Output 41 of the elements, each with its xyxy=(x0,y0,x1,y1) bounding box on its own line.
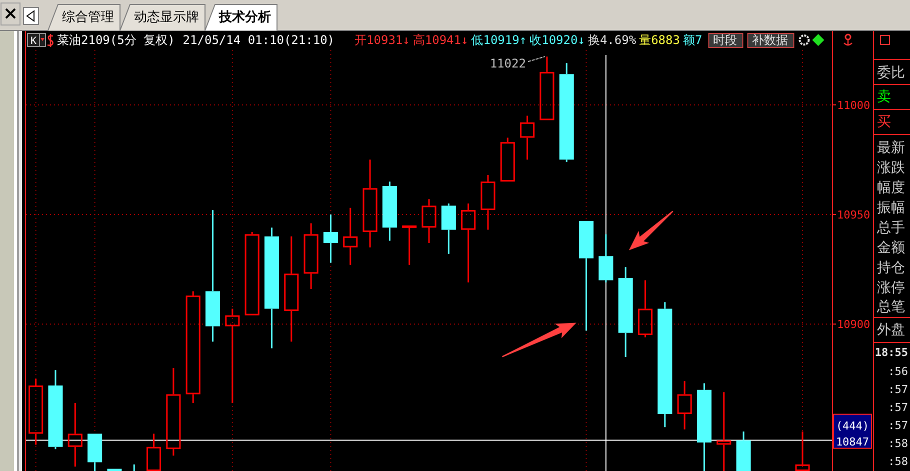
text: (444) xyxy=(836,419,870,432)
text: 量6883 xyxy=(639,33,680,47)
text: 额7 xyxy=(682,33,702,47)
text: 卖 xyxy=(877,89,891,105)
text: :57 xyxy=(888,383,908,396)
y-tick-label: 10900 xyxy=(837,318,870,332)
text: 技术分析 xyxy=(218,10,271,25)
text: 持仓 xyxy=(877,260,905,276)
y-tick-label: 11000 xyxy=(837,98,870,112)
text: 幅度 xyxy=(877,180,905,196)
annotation: 11022 xyxy=(490,56,526,71)
text: 低10919↑ xyxy=(471,33,527,47)
ref-line-label: 10847 xyxy=(836,435,870,448)
chart-title: 菜油2109(5分 复权) xyxy=(57,33,175,47)
text: 买 xyxy=(877,114,891,130)
text: 换4.69% xyxy=(588,33,637,47)
text: :58 xyxy=(888,455,908,468)
text: 振幅 xyxy=(877,200,905,216)
text: 涨跌 xyxy=(877,160,905,176)
text: :57 xyxy=(888,401,908,414)
text: K xyxy=(30,36,37,47)
text: 综合管理 xyxy=(62,10,114,25)
text: :56 xyxy=(888,365,908,378)
text: 开10931↓ xyxy=(354,33,410,47)
text: :57 xyxy=(888,419,908,432)
text: 总手 xyxy=(876,220,905,236)
text: 时段 xyxy=(713,33,738,47)
chart-subtitle: 21/05/14 01:10(21:10) xyxy=(182,33,335,47)
text: 补数据 xyxy=(752,33,788,47)
text: 高10941↓ xyxy=(412,33,468,47)
text: 收10920↓ xyxy=(530,33,585,47)
text: 18:55 xyxy=(874,346,908,359)
text: 涨停 xyxy=(877,280,905,296)
text: :58 xyxy=(888,437,908,450)
text: 动态显示牌 xyxy=(134,10,199,25)
text: 委比 xyxy=(877,65,905,81)
text: 总笔 xyxy=(876,299,905,315)
text: 外盘 xyxy=(877,322,905,338)
text: 最新 xyxy=(877,140,905,156)
text: 金额 xyxy=(877,240,905,256)
y-tick-label: 10950 xyxy=(837,208,870,222)
